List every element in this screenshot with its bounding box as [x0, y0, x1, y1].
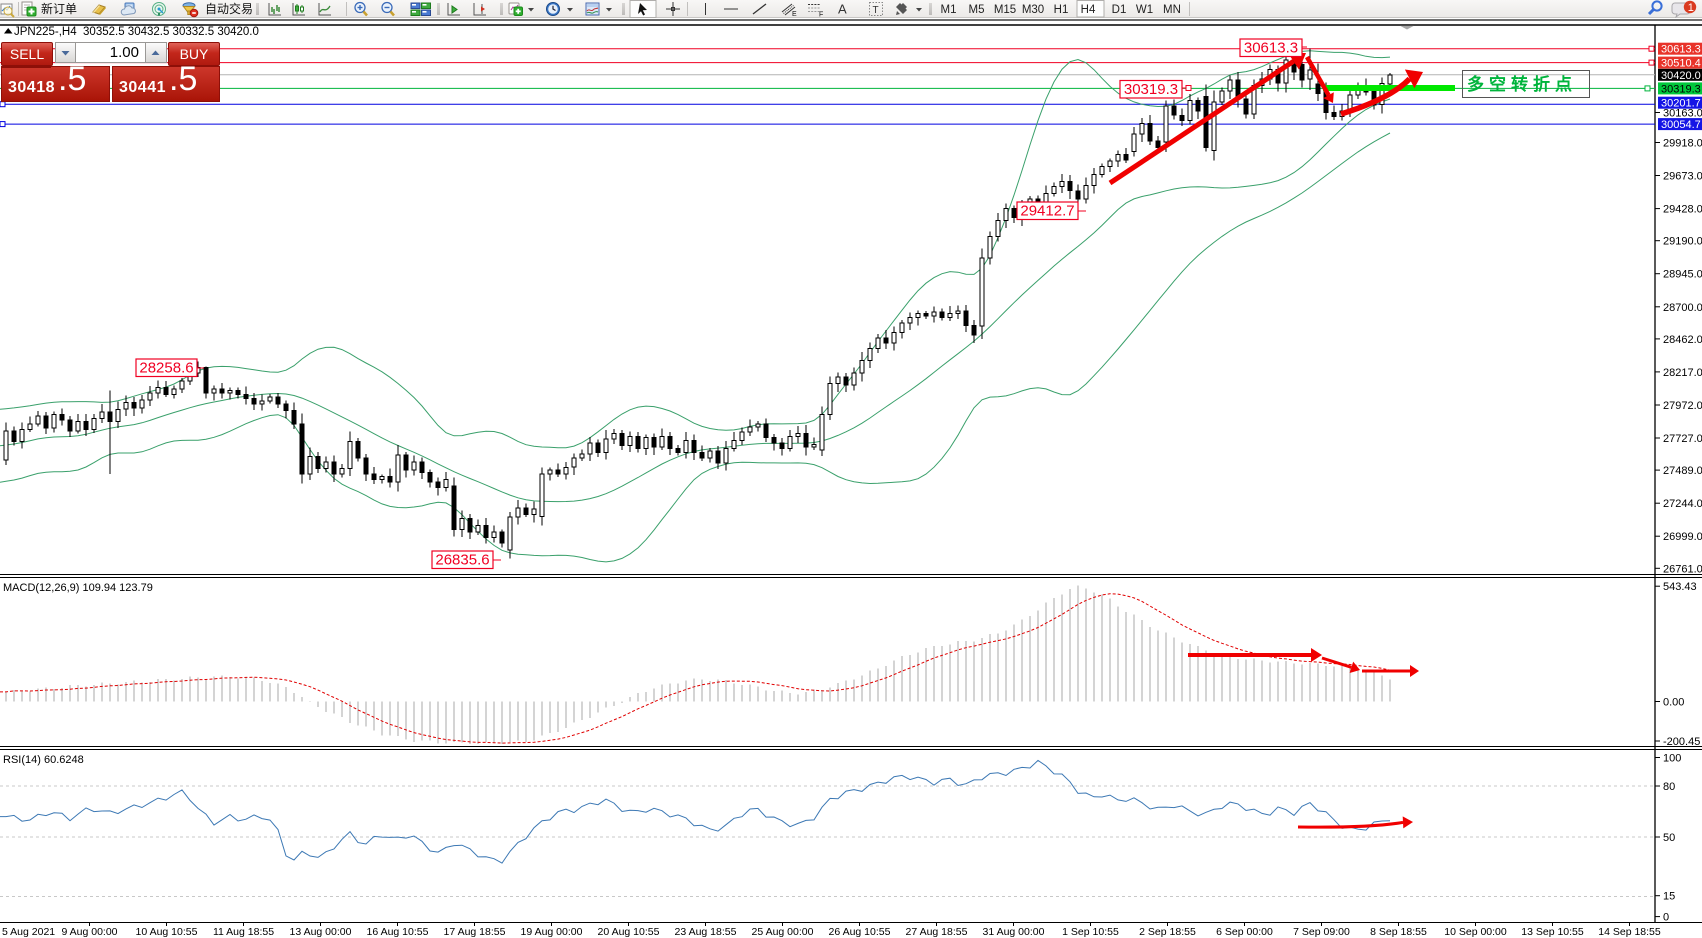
svg-text:新订单: 新订单: [41, 1, 77, 16]
svg-text:MN: MN: [1163, 4, 1181, 16]
svg-text:30510.4: 30510.4: [1661, 58, 1701, 70]
svg-text:13 Sep 10:55: 13 Sep 10:55: [1521, 926, 1584, 938]
svg-text:E: E: [792, 11, 797, 18]
svg-text:M1: M1: [941, 4, 957, 16]
svg-text:W1: W1: [1136, 4, 1153, 16]
svg-text:11 Aug 18:55: 11 Aug 18:55: [213, 926, 274, 938]
svg-text:30163.0: 30163.0: [1663, 108, 1702, 120]
svg-text:30319.3: 30319.3: [1124, 81, 1178, 98]
svg-text:M30: M30: [1022, 4, 1044, 16]
svg-text:8 Sep 18:55: 8 Sep 18:55: [1370, 926, 1427, 938]
svg-text:31 Aug 00:00: 31 Aug 00:00: [983, 926, 1045, 938]
svg-text:0: 0: [1663, 912, 1669, 924]
svg-text:H4: H4: [1081, 4, 1096, 16]
svg-text:30319.3: 30319.3: [1661, 83, 1701, 95]
svg-text:F: F: [819, 12, 823, 19]
svg-text:29673.0: 29673.0: [1663, 171, 1702, 183]
svg-text:5 Aug 2021: 5 Aug 2021: [2, 926, 55, 938]
svg-text:7 Sep 09:00: 7 Sep 09:00: [1293, 926, 1350, 938]
svg-text:0.00: 0.00: [1663, 697, 1684, 709]
svg-text:17 Aug 18:55: 17 Aug 18:55: [444, 926, 506, 938]
svg-text:27489.0: 27489.0: [1663, 465, 1702, 477]
svg-text:19 Aug 00:00: 19 Aug 00:00: [521, 926, 583, 938]
svg-text:2 Sep 18:55: 2 Sep 18:55: [1139, 926, 1196, 938]
svg-text:10 Sep 00:00: 10 Sep 00:00: [1444, 926, 1507, 938]
svg-text:23 Aug 18:55: 23 Aug 18:55: [675, 926, 737, 938]
svg-text:27 Aug 18:55: 27 Aug 18:55: [906, 926, 968, 938]
svg-text:14 Sep 18:55: 14 Sep 18:55: [1598, 926, 1661, 938]
svg-text:-200.45: -200.45: [1663, 736, 1700, 748]
svg-text:25 Aug 00:00: 25 Aug 00:00: [752, 926, 814, 938]
svg-text:13 Aug 00:00: 13 Aug 00:00: [290, 926, 352, 938]
svg-text:多空转折点: 多空转折点: [1467, 74, 1577, 94]
svg-text:30613.3: 30613.3: [1661, 44, 1701, 56]
svg-text:10 Aug 10:55: 10 Aug 10:55: [136, 926, 198, 938]
svg-text:16 Aug 10:55: 16 Aug 10:55: [367, 926, 429, 938]
svg-text:A: A: [838, 2, 847, 17]
svg-text:26835.6: 26835.6: [435, 552, 489, 569]
svg-text:M5: M5: [969, 4, 985, 16]
svg-text:M15: M15: [994, 4, 1016, 16]
svg-text:15: 15: [1663, 891, 1675, 903]
svg-text:JPN225-,H4 30352.5 30432.5 30: JPN225-,H4 30352.5 30432.5 30332.5 30420…: [14, 26, 259, 38]
svg-text:D1: D1: [1112, 4, 1127, 16]
svg-text:29918.0: 29918.0: [1663, 138, 1702, 150]
svg-text:29428.0: 29428.0: [1663, 204, 1702, 216]
svg-text:28700.0: 28700.0: [1663, 302, 1702, 314]
svg-text:80: 80: [1663, 781, 1675, 793]
svg-text:T: T: [873, 5, 879, 16]
svg-text:6 Sep 00:00: 6 Sep 00:00: [1216, 926, 1273, 938]
svg-text:100: 100: [1663, 753, 1681, 765]
svg-text:MACD(12,26,9) 109.94 123.79: MACD(12,26,9) 109.94 123.79: [3, 582, 153, 594]
svg-text:28217.0: 28217.0: [1663, 367, 1702, 379]
svg-text:27972.0: 27972.0: [1663, 400, 1702, 412]
svg-text:29190.0: 29190.0: [1663, 236, 1702, 248]
svg-text:20 Aug 10:55: 20 Aug 10:55: [598, 926, 660, 938]
svg-text:28258.6: 28258.6: [139, 360, 193, 377]
svg-text:1: 1: [1688, 2, 1694, 14]
svg-text:26761.0: 26761.0: [1663, 563, 1702, 575]
svg-text:H1: H1: [1054, 4, 1069, 16]
svg-text:543.43: 543.43: [1663, 581, 1697, 593]
svg-text:9 Aug 00:00: 9 Aug 00:00: [61, 926, 117, 938]
svg-text:30054.7: 30054.7: [1661, 119, 1701, 131]
svg-text:27727.0: 27727.0: [1663, 433, 1702, 445]
svg-text:30613.3: 30613.3: [1244, 40, 1298, 57]
svg-text:RSI(14) 60.6248: RSI(14) 60.6248: [3, 754, 84, 766]
svg-text:26999.0: 26999.0: [1663, 531, 1702, 543]
svg-text:28945.0: 28945.0: [1663, 269, 1702, 281]
svg-text:50: 50: [1663, 832, 1675, 844]
svg-text:30201.7: 30201.7: [1661, 98, 1701, 110]
svg-text:1 Sep 10:55: 1 Sep 10:55: [1062, 926, 1119, 938]
svg-text:28462.0: 28462.0: [1663, 334, 1702, 346]
svg-text:30420.0: 30420.0: [1661, 70, 1701, 82]
svg-text:29412.7: 29412.7: [1020, 203, 1074, 220]
svg-text:自动交易: 自动交易: [205, 1, 253, 16]
svg-text:27244.0: 27244.0: [1663, 498, 1702, 510]
svg-text:26 Aug 10:55: 26 Aug 10:55: [829, 926, 891, 938]
